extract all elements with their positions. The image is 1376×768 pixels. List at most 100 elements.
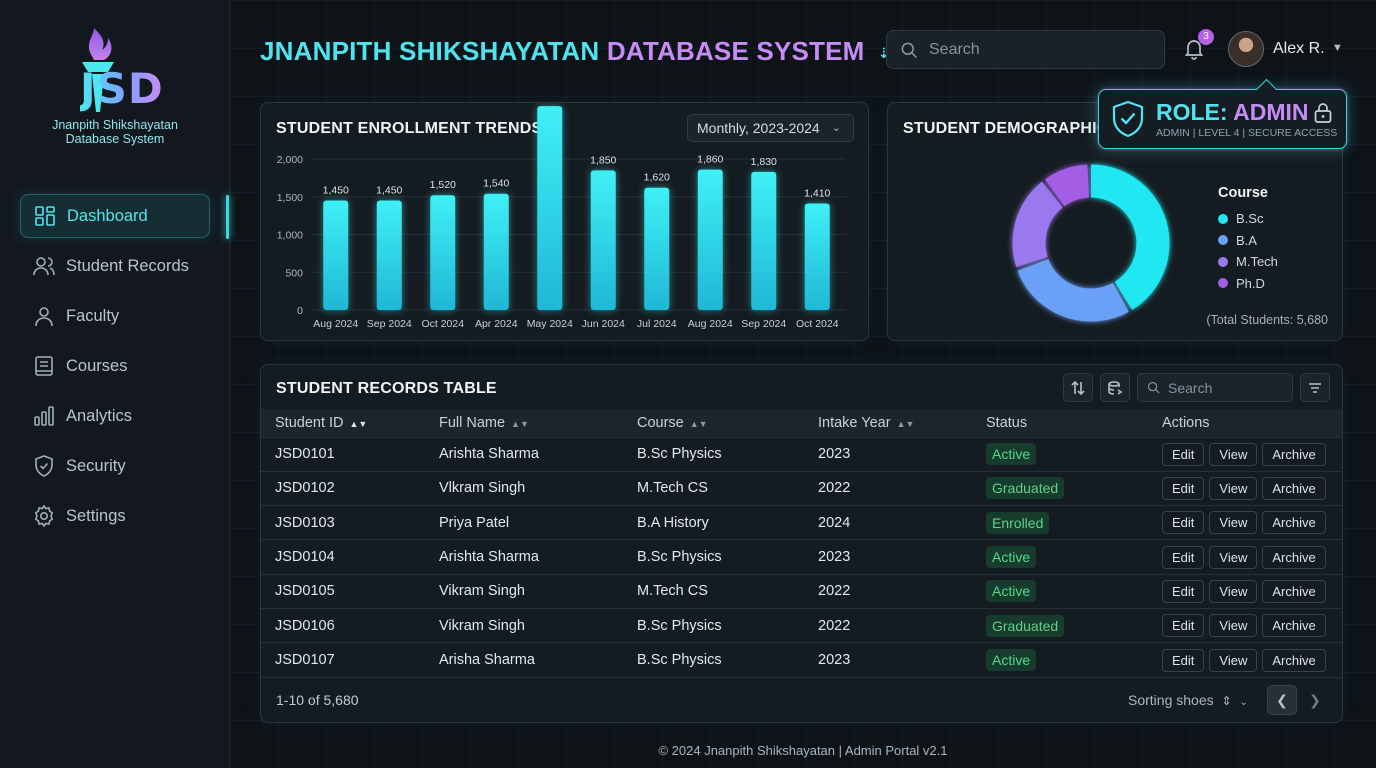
cell-full-name: Arishta Sharma xyxy=(425,436,623,472)
view-button[interactable]: View xyxy=(1209,511,1258,535)
avatar[interactable] xyxy=(1228,31,1264,67)
notifications-button[interactable]: 3 xyxy=(1182,29,1214,62)
bar xyxy=(804,203,830,310)
period-select[interactable]: Monthly, 2023-2024 ⌄ xyxy=(687,114,854,142)
view-button[interactable]: View xyxy=(1209,442,1258,466)
chevron-right-icon: ❯ xyxy=(1309,691,1321,708)
archive-button[interactable]: Archive xyxy=(1262,511,1326,535)
status-badge: Active xyxy=(986,443,1037,466)
view-button[interactable]: View xyxy=(1209,476,1258,500)
archive-button[interactable]: Archive xyxy=(1262,614,1326,638)
x-tick-label: Sep 2024 xyxy=(741,318,786,330)
table-row: JSD0101 Arishta Sharma B.Sc Physics 2023… xyxy=(261,436,1342,472)
view-button[interactable]: View xyxy=(1209,614,1258,638)
edit-button[interactable]: Edit xyxy=(1162,442,1205,466)
table-row: JSD0105 Vikram Singh M.Tech CS 2022 Acti… xyxy=(261,573,1342,609)
sort-icon: ▲▼ xyxy=(511,418,529,429)
sidebar-item-courses[interactable]: Courses xyxy=(20,344,210,388)
table-search[interactable] xyxy=(1137,373,1293,402)
sidebar-item-security[interactable]: Security xyxy=(20,444,210,488)
prev-page-button[interactable]: ❮ xyxy=(1267,685,1297,715)
donut-slice xyxy=(1012,164,1170,322)
column-label: Intake Year xyxy=(818,414,891,431)
archive-button[interactable]: Archive xyxy=(1262,476,1326,500)
sidebar-item-faculty[interactable]: Faculty xyxy=(20,294,210,338)
table-toolbar xyxy=(1063,373,1330,402)
column-header-student-id[interactable]: Student ID ▲▼ xyxy=(261,409,425,437)
sidebar: JSD Jnanpith Shikshayatan Database Syste… xyxy=(0,0,230,768)
cell-status: Enrolled xyxy=(972,505,1148,540)
sort-button[interactable] xyxy=(1063,373,1093,402)
cell-course: M.Tech CS xyxy=(623,573,804,609)
edit-button[interactable]: Edit xyxy=(1162,614,1205,638)
sorting-select[interactable]: Sorting shoes ⇕ ⌄ xyxy=(1128,692,1248,708)
period-select-value: Monthly, 2023-2024 xyxy=(697,120,820,136)
x-tick-label: Oct 2024 xyxy=(796,318,839,330)
gear-icon xyxy=(34,504,54,528)
person-icon xyxy=(35,307,53,327)
x-tick-label: Sep 2024 xyxy=(367,318,412,330)
cell-status: Graduated xyxy=(972,470,1148,506)
edit-button[interactable]: Edit xyxy=(1162,579,1205,603)
total-students: (Total Students: 5,680 xyxy=(1206,313,1328,327)
cell-full-name: Arishta Sharma xyxy=(425,539,623,575)
sidebar-item-analytics[interactable]: Analytics xyxy=(20,394,210,438)
view-button[interactable]: View xyxy=(1209,648,1258,672)
chevron-down-icon[interactable]: ⇣ xyxy=(877,44,890,61)
legend-title: Course xyxy=(1218,185,1268,201)
column-header-course[interactable]: Course ▲▼ xyxy=(623,409,804,437)
bar-chart-icon xyxy=(34,406,54,426)
chevron-down-icon[interactable]: ▼ xyxy=(1332,42,1343,54)
cell-full-name: Vlkram Singh xyxy=(425,470,623,506)
bar xyxy=(537,106,563,311)
sidebar-item-student-records[interactable]: Student Records xyxy=(20,244,210,288)
legend-label: B.A xyxy=(1236,232,1257,248)
cell-status: Active xyxy=(972,642,1148,678)
cell-course: M.Tech CS xyxy=(623,470,804,506)
edit-button[interactable]: Edit xyxy=(1162,545,1205,569)
archive-button[interactable]: Archive xyxy=(1262,579,1326,603)
role-value: ADMIN xyxy=(1233,99,1309,125)
sidebar-item-label: Student Records xyxy=(66,256,189,275)
export-button[interactable] xyxy=(1100,373,1130,402)
sidebar-item-settings[interactable]: Settings xyxy=(20,494,210,538)
user-name[interactable]: Alex R. xyxy=(1273,40,1325,57)
cell-intake-year: 2023 xyxy=(804,436,972,472)
legend-label: B.Sc xyxy=(1236,211,1264,227)
y-tick-label: 500 xyxy=(285,267,303,279)
next-page-button[interactable]: ❯ xyxy=(1300,685,1330,715)
edit-button[interactable]: Edit xyxy=(1162,511,1205,535)
global-search[interactable] xyxy=(886,30,1165,69)
search-input[interactable] xyxy=(929,40,1149,59)
cell-full-name: Priya Patel xyxy=(425,505,623,540)
archive-button[interactable]: Archive xyxy=(1262,545,1326,569)
database-export-icon xyxy=(1108,380,1123,395)
demographics-donut-chart xyxy=(1012,164,1170,322)
student-records-table: Student ID ▲▼ Full Name ▲▼ Course ▲▼ Intake… xyxy=(261,409,1342,678)
column-header-full-name[interactable]: Full Name ▲▼ xyxy=(425,409,623,437)
column-label: Course xyxy=(637,414,684,431)
cell-intake-year: 2022 xyxy=(804,607,972,643)
book-icon xyxy=(35,356,53,376)
role-details: ADMIN | LEVEL 4 | SECURE ACCESS xyxy=(1156,127,1338,139)
cell-actions: Edit View Archive xyxy=(1148,436,1342,472)
shield-check-icon xyxy=(1112,100,1144,138)
legend-item-ba: B.A xyxy=(1218,230,1278,252)
column-label: Full Name xyxy=(439,414,506,431)
archive-button[interactable]: Archive xyxy=(1262,648,1326,672)
edit-button[interactable]: Edit xyxy=(1162,648,1205,672)
cell-status: Graduated xyxy=(972,607,1148,643)
table-search-input[interactable] xyxy=(1168,379,1288,396)
view-button[interactable]: View xyxy=(1209,579,1258,603)
view-button[interactable]: View xyxy=(1209,545,1258,569)
column-header-intake-year[interactable]: Intake Year ▲▼ xyxy=(804,409,972,437)
edit-button[interactable]: Edit xyxy=(1162,476,1205,500)
bar-value-label: 1,540 xyxy=(483,178,509,190)
cell-status: Active xyxy=(972,436,1148,472)
sidebar-item-dashboard[interactable]: Dashboard xyxy=(20,194,210,238)
filter-button[interactable] xyxy=(1300,373,1330,402)
archive-button[interactable]: Archive xyxy=(1262,442,1326,466)
table-row: JSD0107 Arisha Sharma B.Sc Physics 2023 … xyxy=(261,642,1342,678)
active-nav-indicator xyxy=(226,195,229,239)
shield-icon xyxy=(35,455,53,477)
